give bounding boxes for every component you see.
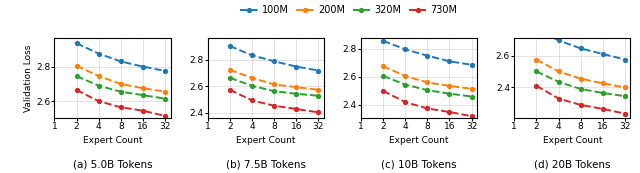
X-axis label: Expert Count: Expert Count xyxy=(389,136,449,145)
X-axis label: Expert Count: Expert Count xyxy=(236,136,296,145)
X-axis label: Expert Count: Expert Count xyxy=(543,136,602,145)
Legend: 100M, 200M, 320M, 730M: 100M, 200M, 320M, 730M xyxy=(237,1,461,19)
Text: (d) 20B Tokens: (d) 20B Tokens xyxy=(534,159,611,169)
Y-axis label: Validation Loss: Validation Loss xyxy=(24,44,33,112)
Text: (a) 5.0B Tokens: (a) 5.0B Tokens xyxy=(73,159,152,169)
Text: (c) 10B Tokens: (c) 10B Tokens xyxy=(381,159,457,169)
Text: (b) 7.5B Tokens: (b) 7.5B Tokens xyxy=(226,159,306,169)
X-axis label: Expert Count: Expert Count xyxy=(83,136,142,145)
